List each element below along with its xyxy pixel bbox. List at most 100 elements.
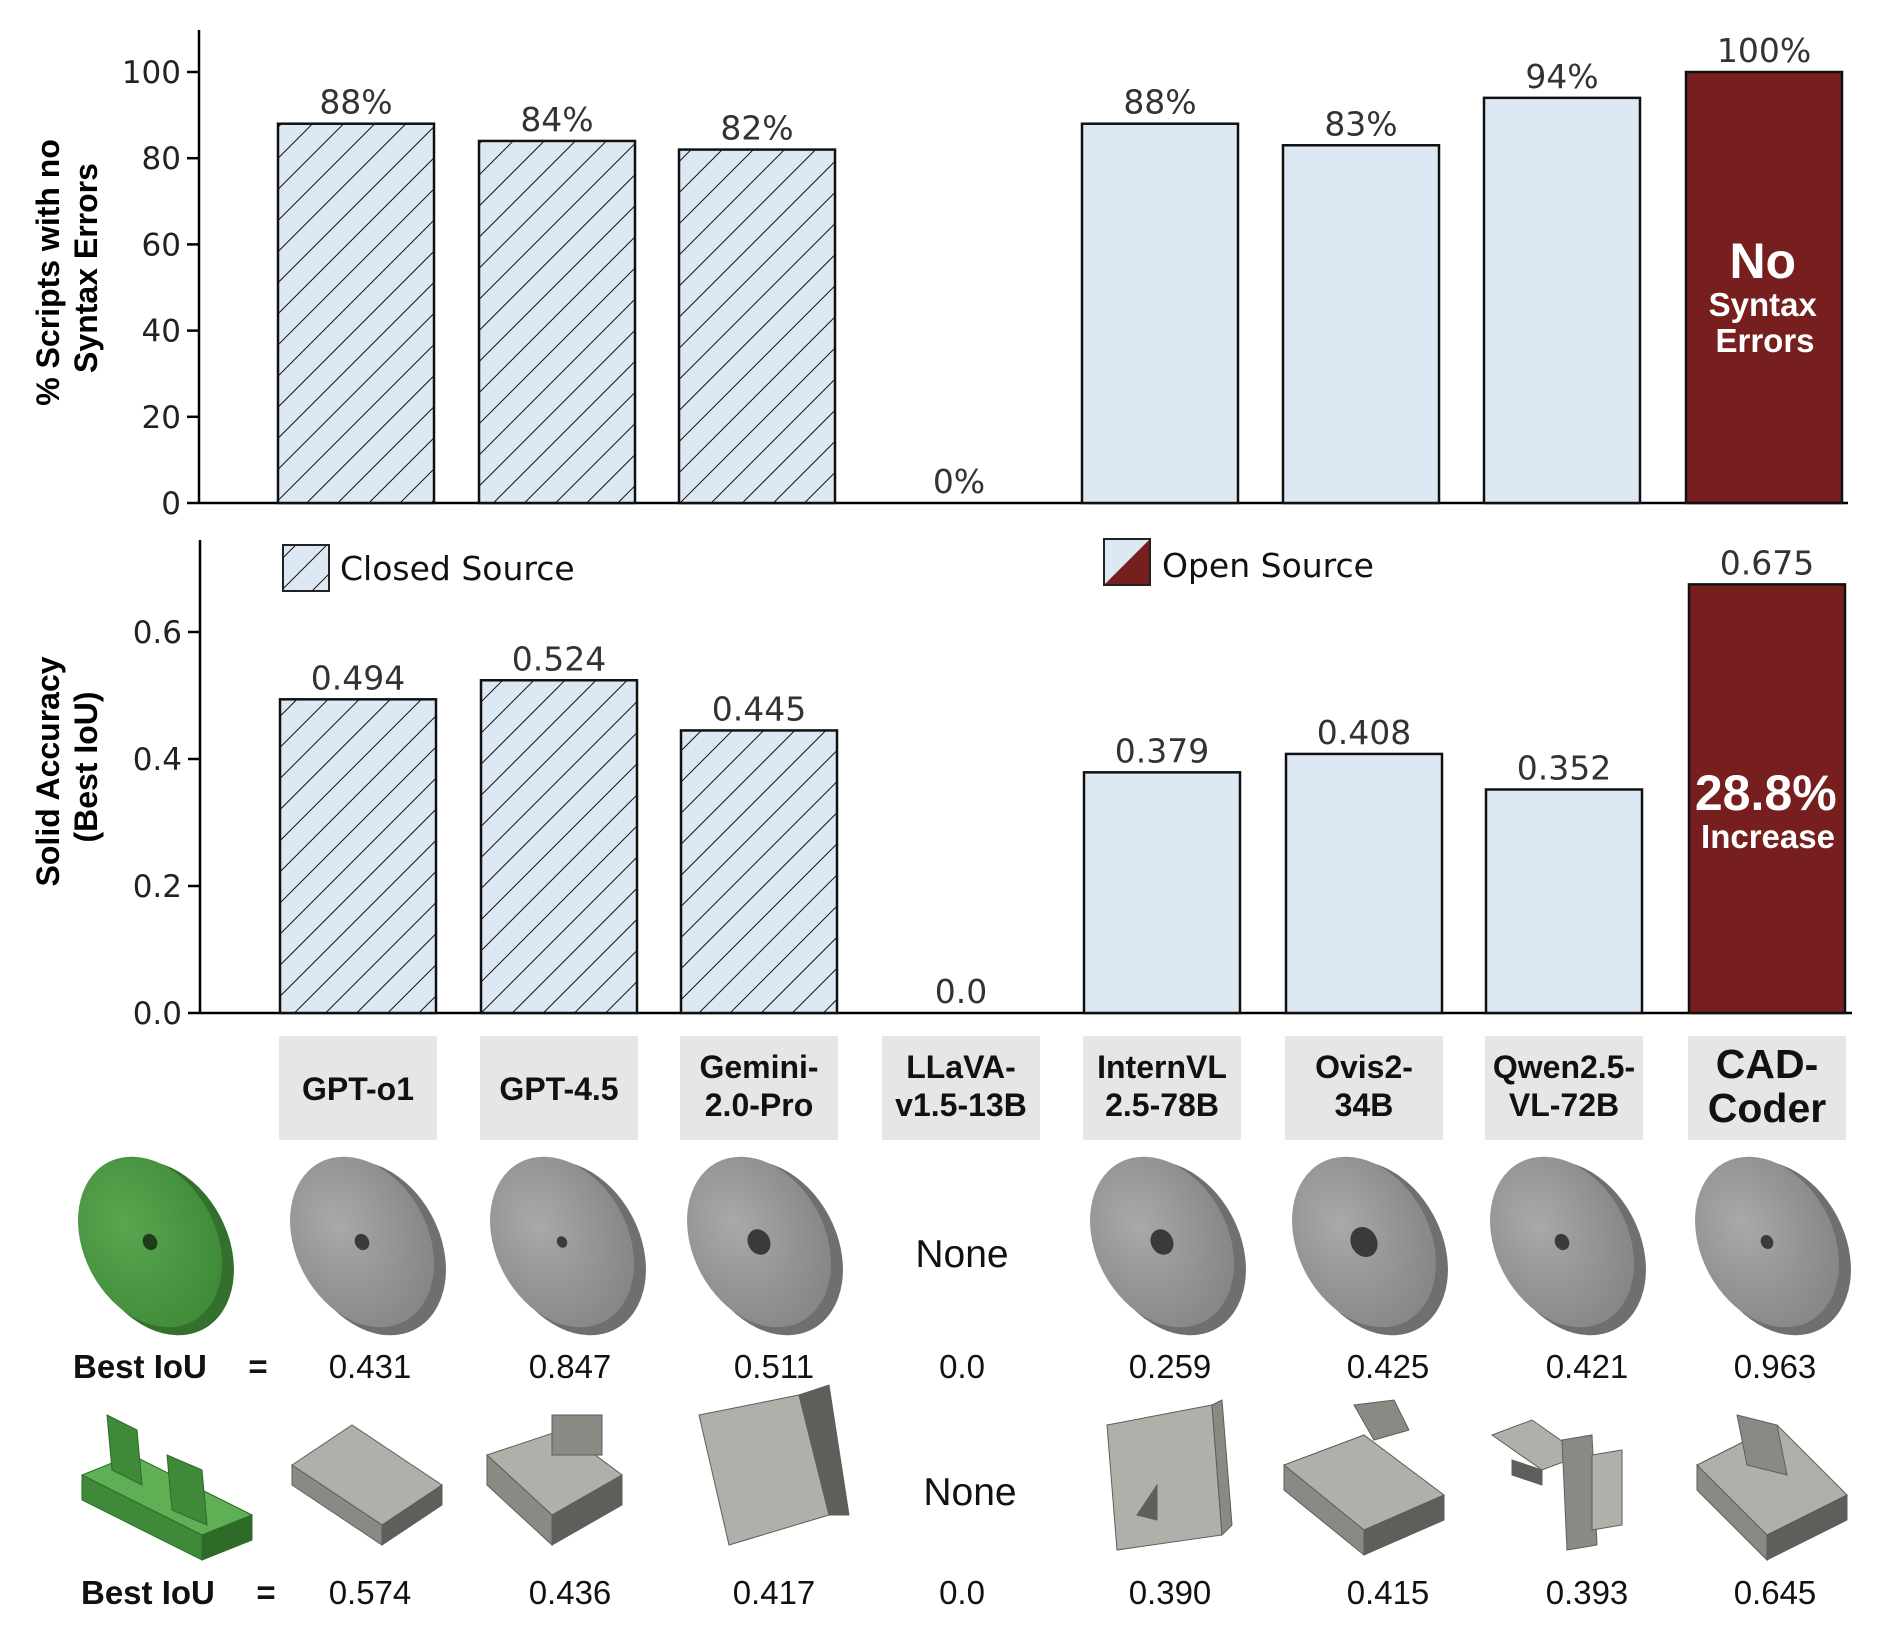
- syntax-ytick-label: 80: [142, 141, 181, 177]
- iou-bar-qwen2-5-vl-72b: [1484, 788, 1644, 1015]
- syntax-ytick-label: 0: [161, 486, 181, 522]
- example-row-1-score-gpt-o1: 0.431: [329, 1348, 412, 1385]
- example-row-2-none-llava-v1-5-13b: None: [923, 1471, 1016, 1514]
- syntax-value-internvl-2-5-78b: 88%: [1123, 83, 1196, 122]
- model-label-gemini-2-0-pro: 2.0-Pro: [705, 1087, 813, 1123]
- example-row-2-score-gpt-4-5: 0.436: [529, 1574, 612, 1611]
- iou-bar-cad-coder: [1687, 583, 1847, 1015]
- legend-closed-swatch: [282, 544, 330, 592]
- example-row-2-part-gpt-o1: [291, 1424, 443, 1546]
- example-row-1-score-gemini-2-0-pro: 0.511: [734, 1348, 814, 1385]
- syntax-bar-gpt-o1: [276, 122, 436, 505]
- iou-bar-gpt-4-5: [479, 679, 639, 1015]
- model-label-ovis2-34b: 34B: [1335, 1087, 1394, 1123]
- example-row-2-part-internvl-2-5-78b: [1106, 1399, 1233, 1551]
- iou-bar-gpt-o1: [278, 698, 438, 1015]
- model-label-box-cad-coder: [1688, 1036, 1846, 1140]
- iou-value-internvl-2-5-78b: 0.379: [1115, 731, 1209, 770]
- syntax-ytick-label: 60: [142, 227, 181, 263]
- example-row-1-part-ovis2-34b: [1292, 1156, 1448, 1336]
- syntax-value-cad-coder: 100%: [1717, 31, 1811, 70]
- model-label-ovis2-34b: Ovis2-: [1315, 1049, 1413, 1085]
- legend: Closed Source Open Source: [282, 538, 1374, 592]
- model-label-gpt-4-5: GPT-4.5: [499, 1071, 618, 1107]
- iou-value-gpt-4-5: 0.524: [512, 639, 606, 678]
- example-row-2-score-ovis2-34b: 0.415: [1347, 1574, 1430, 1611]
- example-row-2-score-gemini-2-0-pro: 0.417: [733, 1574, 816, 1611]
- syntax-ytick-label: 100: [122, 55, 181, 91]
- syntax-chart-ylabel: % Scripts with no Syntax Errors: [30, 130, 104, 406]
- model-label-llava-v1-5-13b: LLaVA-: [906, 1049, 1016, 1085]
- example-row-1-score-internvl-2-5-78b: 0.259: [1129, 1348, 1212, 1385]
- syntax-value-ovis2-34b: 83%: [1324, 104, 1397, 143]
- syntax-bar-qwen2-5-vl-72b: [1482, 96, 1642, 505]
- model-label-box-gpt-o1: [279, 1036, 437, 1140]
- example-row-2-equals: =: [256, 1574, 275, 1611]
- syntax-value-gpt-4-5: 84%: [520, 100, 593, 139]
- example-row-2-score-gpt-o1: 0.574: [329, 1574, 412, 1611]
- example-row-1-score-ovis2-34b: 0.425: [1347, 1348, 1430, 1385]
- syntax-bar-ovis2-34b: [1281, 144, 1441, 505]
- syntax-chart: % Scripts with no Syntax Errors 0 20 40 60 8…: [30, 30, 1848, 522]
- syntax-bar-gemini-2-0-pro: [677, 148, 837, 505]
- legend-open-label: Open Source: [1162, 546, 1374, 585]
- example-row-1-part-gpt-o1: [290, 1156, 446, 1336]
- example-row-2-part-ovis2-34b: [1283, 1399, 1445, 1557]
- model-label-box-gemini-2-0-pro: [680, 1036, 838, 1140]
- example-row-2-part-cad-coder: [1696, 1414, 1848, 1562]
- legend-closed-label: Closed Source: [340, 549, 575, 588]
- model-label-box-internvl-2-5-78b: [1083, 1036, 1241, 1140]
- iou-ytick-label: 0.0: [133, 996, 182, 1032]
- iou-value-gemini-2-0-pro: 0.445: [712, 689, 806, 728]
- syntax-ytick-label: 20: [142, 400, 181, 436]
- model-label-box-gpt-4-5: [480, 1036, 638, 1140]
- example-row-2-part-gpt-4-5: [486, 1414, 623, 1547]
- model-label-qwen2-5-vl-72b: VL-72B: [1509, 1087, 1619, 1123]
- model-label-cad-coder: CAD-: [1716, 1041, 1818, 1087]
- syntax-value-qwen2-5-vl-72b: 94%: [1525, 57, 1598, 96]
- model-label-box-llava-v1-5-13b: [882, 1036, 1040, 1140]
- example-row-2-part-qwen2-5-vl-72b: [1490, 1419, 1623, 1551]
- model-label-box-ovis2-34b: [1285, 1036, 1443, 1140]
- model-label-qwen2-5-vl-72b: Qwen2.5-: [1493, 1049, 1635, 1085]
- example-row-1-none-llava-v1-5-13b: None: [915, 1233, 1008, 1276]
- example-row-2-score-internvl-2-5-78b: 0.390: [1129, 1574, 1212, 1611]
- model-label-llava-v1-5-13b: v1.5-13B: [895, 1087, 1027, 1123]
- iou-value-qwen2-5-vl-72b: 0.352: [1517, 748, 1611, 787]
- iou-value-llava-v1-5-13b: 0.0: [935, 972, 987, 1011]
- example-row-1-part-cad-coder: [1695, 1156, 1851, 1336]
- syntax-value-gpt-o1: 88%: [319, 83, 392, 122]
- iou-value-cad-coder: 0.675: [1720, 543, 1814, 582]
- example-row-1-score-qwen2-5-vl-72b: 0.421: [1546, 1348, 1629, 1385]
- example-row-1-part-gemini-2-0-pro: [687, 1156, 843, 1336]
- model-label-box-qwen2-5-vl-72b: [1485, 1036, 1643, 1140]
- example-row-1-part-qwen2-5-vl-72b: [1490, 1156, 1646, 1336]
- model-label-internvl-2-5-78b: InternVL: [1097, 1049, 1227, 1085]
- example-row-1-label: Best IoU: [73, 1348, 207, 1385]
- iou-value-gpt-o1: 0.494: [311, 658, 405, 697]
- model-label-cad-coder: Coder: [1708, 1085, 1827, 1131]
- iou-bar-ovis2-34b: [1284, 752, 1444, 1015]
- iou-bar-gemini-2-0-pro: [679, 729, 839, 1015]
- example-row-2-score-llava-v1-5-13b: 0.0: [939, 1574, 985, 1611]
- iou-bar-internvl-2-5-78b: [1082, 771, 1242, 1015]
- syntax-bar-gpt-4-5: [477, 139, 637, 505]
- syntax-annotation: No Syntax Errors: [1709, 233, 1822, 359]
- example-row-1-score-cad-coder: 0.963: [1734, 1348, 1817, 1385]
- example-row-1-equals: =: [248, 1348, 267, 1385]
- iou-chart: Solid Accuracy (Best IoU) 0.0 0.2 0.4 0.6 0…: [30, 540, 1852, 1032]
- model-label-internvl-2-5-78b: 2.5-78B: [1105, 1087, 1219, 1123]
- model-label-gpt-o1: GPT-o1: [302, 1071, 414, 1107]
- example-row-2-part-gemini-2-0-pro: [698, 1384, 850, 1546]
- example-row-2-label: Best IoU: [81, 1574, 215, 1611]
- syntax-bar-cad-coder: [1684, 70, 1844, 505]
- iou-ytick-label: 0.2: [133, 869, 182, 905]
- syntax-value-gemini-2-0-pro: 82%: [720, 109, 793, 148]
- legend-open-swatch: [1103, 538, 1151, 586]
- syntax-ytick-label: 40: [142, 314, 181, 350]
- iou-value-ovis2-34b: 0.408: [1317, 713, 1411, 752]
- syntax-value-llava-v1-5-13b: 0%: [933, 462, 985, 501]
- example-row-1-score-llava-v1-5-13b: 0.0: [939, 1348, 985, 1385]
- syntax-bar-internvl-2-5-78b: [1080, 122, 1240, 505]
